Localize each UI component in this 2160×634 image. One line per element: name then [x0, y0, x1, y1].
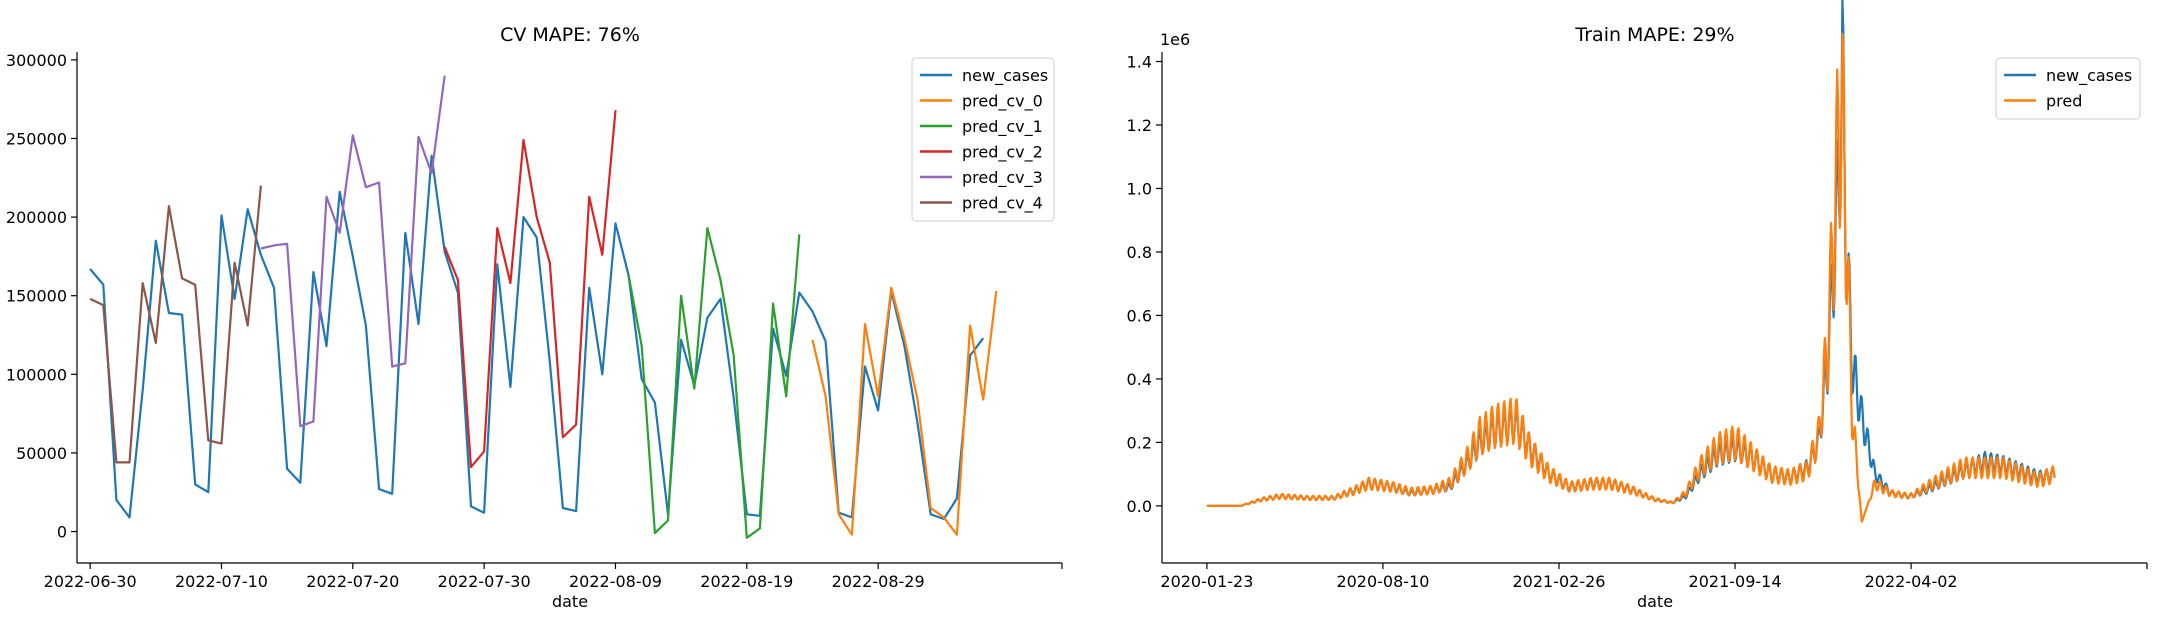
y-tick-label: 0 [57, 523, 67, 542]
x-tick-label: 2022-08-09 [569, 572, 662, 591]
y-tick-label: 0.4 [1127, 370, 1152, 389]
train-chart-title: Train MAPE: 29% [1574, 24, 1734, 46]
x-tick-label: 2020-01-23 [1160, 572, 1253, 591]
legend-label: pred_cv_3 [962, 168, 1043, 188]
x-tick-label: 2022-07-20 [306, 572, 399, 591]
y-tick-label: 0.0 [1127, 497, 1152, 516]
legend-box [1995, 57, 2141, 120]
cv-chart-title: CV MAPE: 76% [500, 24, 640, 46]
cv-x-label: date [552, 592, 588, 611]
cv-legend: new_cases pred_cv_0 pred_cv_1 pred_cv_2pred… [911, 57, 1055, 222]
x-tick-label: 2020-08-10 [1336, 572, 1429, 591]
cv-series-group [89, 75, 998, 539]
series-line-pred-cv-2 [443, 110, 617, 469]
x-tick-label: 2021-09-14 [1689, 572, 1782, 591]
series-line-pred [1206, 32, 2056, 523]
legend-label: new_cases [2046, 66, 2132, 86]
legend-label: pred_cv_0 [962, 92, 1043, 112]
legend-label: pred_cv_2 [962, 143, 1043, 163]
y-tick-label: 1.2 [1127, 116, 1152, 135]
y-tick-label: 0.8 [1127, 243, 1152, 262]
series-line-pred-cv-0 [811, 286, 998, 536]
x-tick-label: 2021-02-26 [1513, 572, 1606, 591]
x-tick-label: 2022-08-19 [700, 572, 793, 591]
cv-chart: CV MAPE: 76% 0 50000 100000 150000 200000 250… [6, 24, 1063, 611]
train-y-ticks: 0.0 0.2 0.4 0.6 0.8 1.0 1.2 1.4 [1127, 53, 1162, 516]
series-line-new-cases [1206, 0, 2056, 507]
legend-label: pred_cv_4 [962, 194, 1043, 214]
legend-label: pred [2046, 92, 2082, 111]
y-tick-label: 250000 [6, 129, 67, 148]
y-tick-label: 1.0 [1127, 179, 1152, 198]
legend-label: new_cases [962, 66, 1048, 86]
train-chart: Train MAPE: 29% 1e6 0.0 0.2 0.4 0.6 0.8 1.0 1.… [1127, 0, 2148, 611]
y-tick-label: 50000 [16, 444, 67, 463]
y-tick-label: 100000 [6, 365, 67, 384]
train-x-ticks: 2020-01-23 2020-08-10 2021-02-26 2021-09-14… [1160, 563, 2148, 591]
x-tick-label: 2022-04-02 [1865, 572, 1958, 591]
x-tick-label: 2022-08-29 [832, 572, 925, 591]
train-y-offset-label: 1e6 [1160, 30, 1190, 49]
series-line-pred-cv-4 [89, 185, 262, 464]
train-series-group [1206, 0, 2056, 523]
x-tick-label: 2022-07-10 [175, 572, 268, 591]
series-line-pred-cv-3 [260, 75, 446, 428]
y-tick-label: 150000 [6, 287, 67, 306]
legend-label: pred_cv_1 [962, 117, 1043, 137]
train-x-label: date [1637, 592, 1673, 611]
y-tick-label: 300000 [6, 51, 67, 70]
y-tick-label: 200000 [6, 208, 67, 227]
y-tick-label: 1.4 [1127, 53, 1152, 72]
series-line-new-cases [89, 154, 985, 521]
x-tick-label: 2022-07-30 [438, 572, 531, 591]
y-tick-label: 0.2 [1127, 433, 1152, 452]
series-line-pred-cv-1 [627, 227, 801, 539]
legend-box [911, 57, 1055, 222]
y-tick-label: 0.6 [1127, 306, 1152, 325]
cv-y-ticks: 0 50000 100000 150000 200000 250000 300000 [6, 51, 77, 542]
cv-x-ticks: 2022-06-30 2022-07-10 2022-07-20 2022-07-30… [44, 563, 1063, 591]
x-tick-label: 2022-06-30 [44, 572, 137, 591]
